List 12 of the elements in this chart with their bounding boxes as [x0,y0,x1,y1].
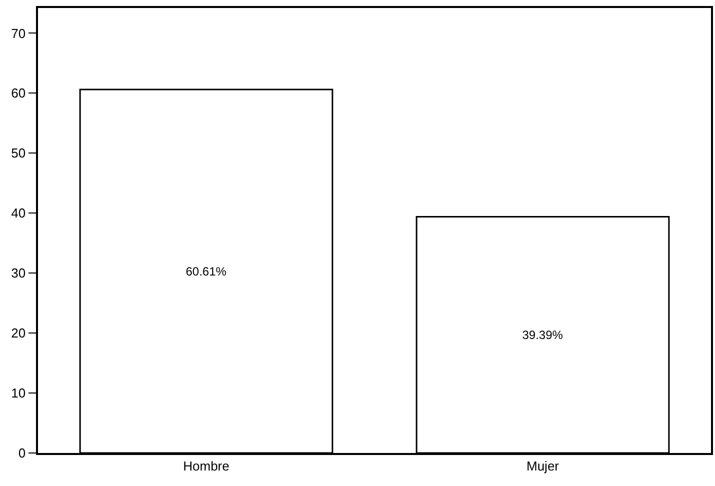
data-label: 60.61% [186,264,227,278]
y-tick-label: 0 [18,446,26,461]
x-tick-label: Hombre [183,458,230,474]
data-label: 39.39% [522,328,564,342]
x-tick-label: Mujer [526,458,560,474]
y-tick-label: 30 [11,266,26,281]
y-tick-label: 50 [11,146,26,161]
y-tick-label: 40 [11,206,26,221]
y-tick-label: 60 [11,86,26,101]
y-tick-label: 70 [11,26,26,41]
y-tick-label: 10 [11,386,26,401]
y-tick-label: 20 [11,326,26,341]
